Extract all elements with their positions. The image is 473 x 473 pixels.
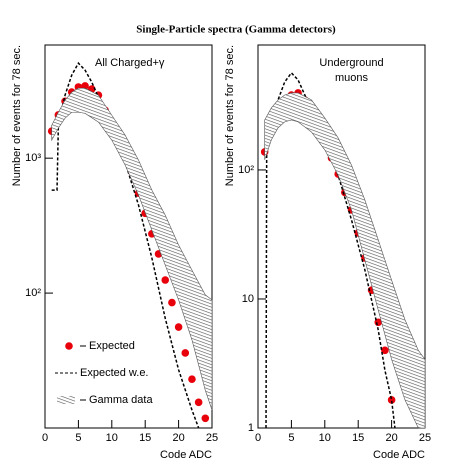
x-tick-label: 10 [319, 432, 331, 444]
expected-point [174, 323, 183, 331]
chart-title: Single-Particle spectra (Gamma detectors… [136, 24, 336, 36]
expected-point [81, 82, 89, 90]
x-tick-label: 0 [255, 432, 261, 444]
y-tick-label: 10² [25, 287, 41, 299]
x-tick-label: 5 [75, 432, 81, 444]
legend-label: Gamma data [89, 394, 153, 406]
y-tick-label: 10 [242, 293, 254, 305]
x-axis-label: Code ADC [160, 449, 212, 461]
expected-point [181, 349, 190, 357]
plot-frame [257, 44, 426, 429]
x-tick-label: 25 [206, 432, 218, 444]
plot-frame [44, 44, 213, 429]
annotation: Underground [319, 57, 383, 69]
x-tick-label: 15 [352, 432, 364, 444]
expected-point [161, 276, 170, 284]
expected-point [194, 398, 203, 407]
expected-point [387, 396, 396, 404]
y-axis-label: Number of events for 78 sec. [11, 45, 23, 186]
y-tick-label: 1 [248, 422, 254, 434]
x-tick-label: 5 [288, 432, 294, 444]
legend-label: Expected w.e. [80, 367, 149, 379]
x-axis-label: Code ADC [373, 449, 425, 461]
legend-marker [65, 342, 73, 350]
x-tick-label: 0 [42, 432, 48, 444]
x-tick-label: 25 [419, 432, 431, 444]
expected-point [188, 375, 196, 383]
expected-point [381, 346, 389, 355]
legend-label: Expected [89, 340, 135, 352]
x-tick-label: 10 [106, 432, 118, 444]
expected-point [168, 298, 176, 307]
x-tick-label: 20 [172, 432, 184, 444]
annotation: All Charged+γ [95, 57, 165, 69]
x-tick-label: 20 [385, 432, 397, 444]
y-tick-label: 10² [238, 164, 254, 176]
y-tick-label: 10³ [25, 152, 41, 164]
legend-marker [57, 396, 75, 404]
y-axis-label: Number of events for 78 sec. [224, 45, 236, 186]
gamma-band [264, 92, 426, 429]
gamma-band [51, 87, 213, 411]
annotation: muons [335, 72, 369, 84]
x-tick-label: 15 [139, 432, 151, 444]
expected-point [201, 414, 210, 423]
